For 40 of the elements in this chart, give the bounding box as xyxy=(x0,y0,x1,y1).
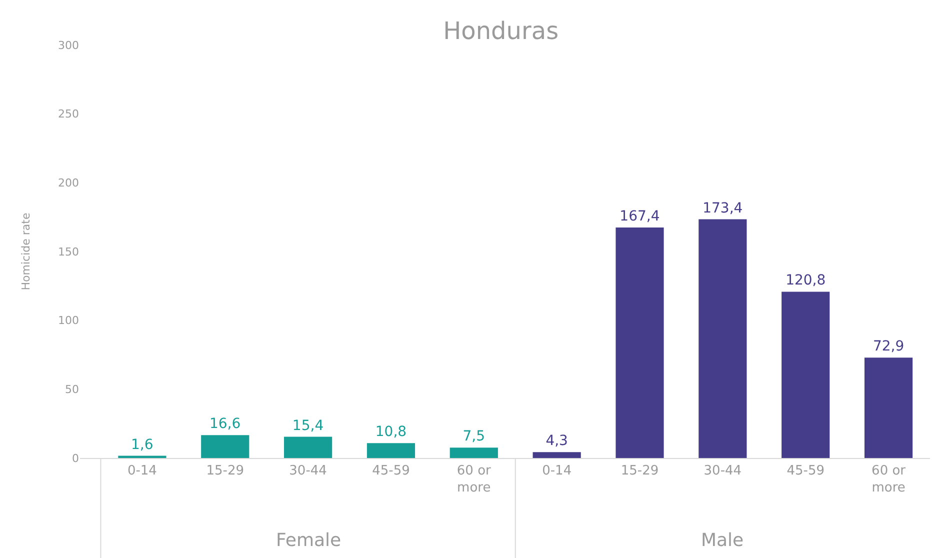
bar xyxy=(616,228,664,458)
x-tick-label: 30-44 xyxy=(289,464,327,479)
data-label: 4,3 xyxy=(546,433,568,450)
y-tick-label: 0 xyxy=(72,452,79,465)
y-tick-label: 300 xyxy=(58,38,79,52)
bar xyxy=(450,448,498,458)
bar xyxy=(284,436,332,458)
bar xyxy=(532,452,581,458)
data-label: 173,4 xyxy=(702,200,743,216)
text: Male xyxy=(701,530,744,551)
text: Female xyxy=(276,530,342,551)
y-tick-label: 100 xyxy=(58,314,79,328)
y-tick-label: 50 xyxy=(65,383,79,396)
data-label: 15,4 xyxy=(292,418,324,434)
bar xyxy=(698,219,747,458)
y-tick-label: 250 xyxy=(58,108,79,121)
y-tick-label: 150 xyxy=(58,245,79,258)
x-tick-label: 15-29 xyxy=(620,464,659,479)
data-label: 72,9 xyxy=(872,338,904,355)
chart-title: Honduras xyxy=(443,17,559,46)
data-label: 120,8 xyxy=(786,272,826,289)
x-tick-label: 45-59 xyxy=(786,464,824,479)
x-tick-label: 0-14 xyxy=(542,464,572,479)
data-label: 167,4 xyxy=(620,208,660,225)
bar xyxy=(864,358,913,458)
y-axis-title: Homicide rate xyxy=(20,212,33,290)
data-label: 7,5 xyxy=(462,428,486,445)
x-tick-label: 15-29 xyxy=(206,464,244,479)
bar xyxy=(201,435,250,458)
bar xyxy=(782,292,830,458)
x-tick-label: 60 or more xyxy=(456,464,492,496)
x-tick-label: 0-14 xyxy=(127,464,157,479)
y-tick-label: 200 xyxy=(58,176,79,190)
x-tick-label: 60 or more xyxy=(872,464,906,496)
data-label: 1,6 xyxy=(131,436,154,453)
x-tick-label: 45-59 xyxy=(372,464,410,479)
x-tick-label: 30-44 xyxy=(704,464,742,479)
data-label: 16,6 xyxy=(209,416,241,432)
bar xyxy=(366,443,416,458)
data-label: 10,8 xyxy=(375,424,407,440)
